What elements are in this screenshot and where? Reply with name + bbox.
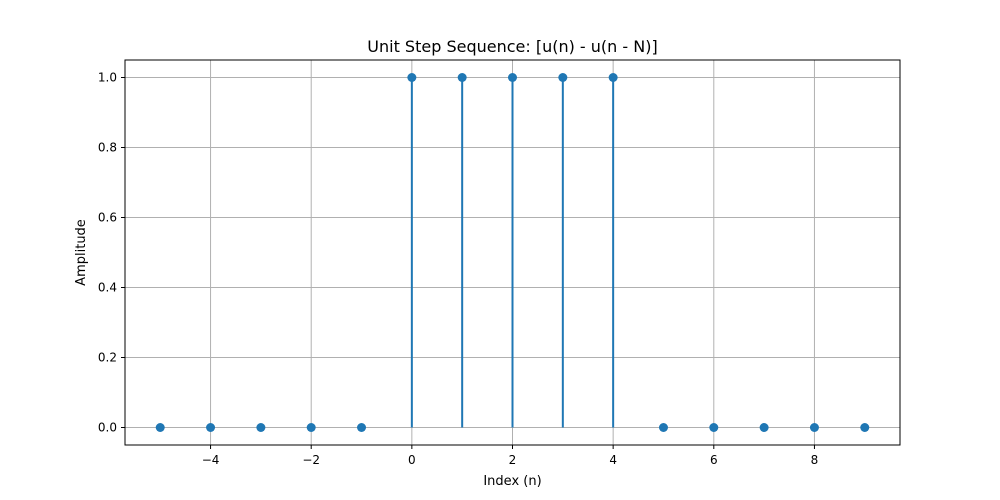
stem-marker xyxy=(809,423,819,432)
stem-marker xyxy=(759,423,769,432)
stems xyxy=(410,77,615,428)
stem-marker xyxy=(256,423,266,432)
x-axis-label: Index (n) xyxy=(483,474,541,489)
x-tick-label: −2 xyxy=(302,453,320,467)
y-tick-label: 1.0 xyxy=(98,71,117,85)
x-tick-label: 0 xyxy=(408,453,416,467)
x-tick-label: 6 xyxy=(710,453,718,467)
stem-marker xyxy=(306,423,316,432)
y-axis-label: Amplitude xyxy=(74,219,89,286)
y-tick-label: 0.4 xyxy=(98,281,117,295)
y-tick-label: 0.8 xyxy=(98,141,117,155)
stem-marker xyxy=(860,423,870,432)
stem-marker xyxy=(658,423,668,432)
stem-marker xyxy=(155,423,165,432)
x-tick-label: 2 xyxy=(509,453,517,467)
stem-marker xyxy=(457,73,467,82)
stem-marker xyxy=(508,73,517,82)
stem-marker xyxy=(357,423,367,432)
stem-marker xyxy=(206,423,216,432)
x-tick-label: −4 xyxy=(202,453,220,467)
y-axis-ticks: 0.0 0.2 0.4 0.6 0.8 1.0 xyxy=(98,71,125,435)
y-tick-label: 0.0 xyxy=(98,421,117,435)
markers xyxy=(155,73,870,432)
y-tick-label: 0.2 xyxy=(98,351,117,365)
stem-marker xyxy=(709,423,719,432)
stem-marker xyxy=(407,73,417,82)
x-axis-ticks: −4 −2 0 2 4 6 8 xyxy=(202,445,819,467)
stem-marker xyxy=(558,73,568,82)
stem-marker xyxy=(608,73,618,82)
chart-title: Unit Step Sequence: [u(n) - u(n - N)] xyxy=(367,37,657,56)
x-tick-label: 4 xyxy=(609,453,617,467)
x-tick-label: 8 xyxy=(811,453,819,467)
y-tick-label: 0.6 xyxy=(98,211,117,225)
